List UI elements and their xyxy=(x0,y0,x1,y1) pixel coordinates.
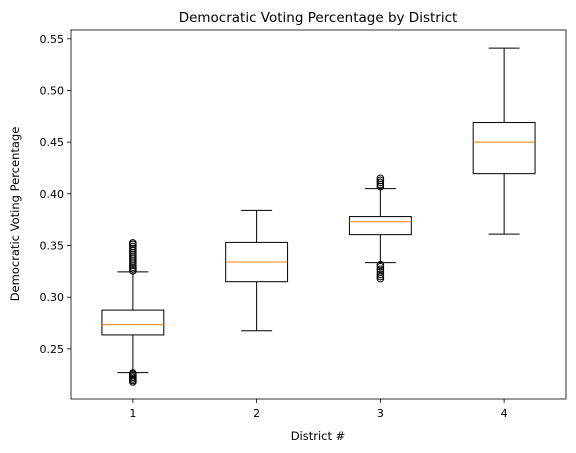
plot-area xyxy=(70,29,567,400)
outlier-point xyxy=(129,239,137,247)
iqr-box xyxy=(348,216,412,236)
y-tick-label: 0.35 xyxy=(40,240,65,253)
outlier-point xyxy=(376,260,385,269)
outlier-point xyxy=(376,176,385,185)
box-group-district-2 xyxy=(225,209,289,332)
x-tick-label: 3 xyxy=(377,407,384,420)
boxes xyxy=(101,47,536,386)
y-tick-label: 0.55 xyxy=(40,33,65,46)
outlier-point xyxy=(376,262,385,271)
outlier-point xyxy=(129,369,137,377)
chart-title: Democratic Voting Percentage by District xyxy=(179,10,458,26)
outlier-point xyxy=(376,272,385,281)
outlier-point xyxy=(376,270,385,279)
outlier-point xyxy=(129,244,137,253)
outlier-point xyxy=(129,267,137,275)
y-axis-label: Democratic Voting Percentage xyxy=(8,127,22,302)
outlier-point xyxy=(129,242,137,251)
y-tick-label: 0.40 xyxy=(40,188,65,201)
box-group-district-4 xyxy=(472,47,536,235)
outlier-point xyxy=(376,174,385,183)
x-axis-label: District # xyxy=(291,429,346,443)
iqr-box xyxy=(101,309,165,336)
y-tick-label: 0.25 xyxy=(40,343,65,356)
outlier-point xyxy=(376,268,385,276)
x-tick-label: 4 xyxy=(501,407,508,420)
x-tick-label: 1 xyxy=(129,407,136,420)
x-tick-label: 2 xyxy=(253,407,260,420)
outlier-point xyxy=(376,265,385,274)
y-tick-label: 0.30 xyxy=(40,291,65,304)
y-tick-label: 0.45 xyxy=(40,136,65,149)
box-group-district-3 xyxy=(348,174,412,283)
iqr-box xyxy=(472,122,536,175)
y-axis-ticks: 0.25 0.30 0.35 0.40 0.45 0.50 0.55 xyxy=(40,33,71,356)
x-axis-ticks: 1 2 3 4 xyxy=(129,399,508,420)
outlier-point xyxy=(376,178,385,187)
y-tick-label: 0.50 xyxy=(40,84,65,97)
box-group-district-1 xyxy=(101,239,165,386)
